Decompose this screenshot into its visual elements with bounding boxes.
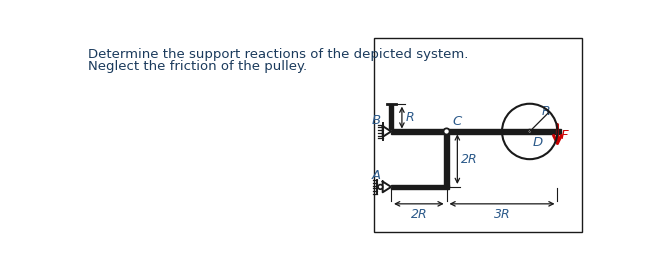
Text: Determine the support reactions of the depicted system.: Determine the support reactions of the d…	[88, 47, 468, 61]
Circle shape	[378, 185, 383, 189]
Circle shape	[443, 128, 450, 135]
Text: R: R	[406, 111, 415, 124]
Text: 2R: 2R	[411, 208, 427, 221]
Polygon shape	[389, 104, 393, 132]
Text: 2R: 2R	[461, 153, 478, 166]
Polygon shape	[444, 132, 449, 187]
Text: 3R: 3R	[494, 208, 511, 221]
Text: B: B	[371, 114, 380, 127]
Text: Neglect the friction of the pulley.: Neglect the friction of the pulley.	[88, 60, 307, 73]
Text: A: A	[371, 169, 380, 182]
Circle shape	[528, 129, 531, 133]
Text: D: D	[533, 136, 543, 149]
Text: C: C	[452, 115, 462, 128]
Polygon shape	[391, 185, 449, 189]
Polygon shape	[383, 126, 391, 137]
Text: R: R	[542, 105, 551, 118]
Polygon shape	[383, 181, 391, 192]
Text: F: F	[561, 129, 568, 142]
Polygon shape	[391, 129, 561, 134]
Bar	[374, 38, 582, 232]
